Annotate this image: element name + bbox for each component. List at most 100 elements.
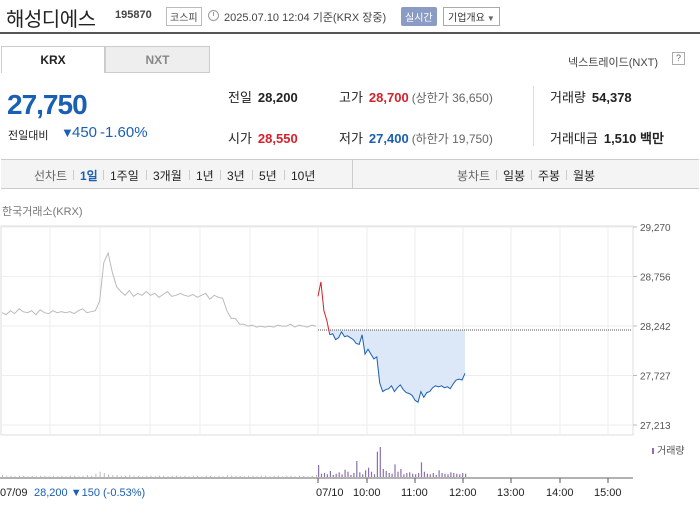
volume-bar bbox=[218, 475, 220, 477]
volume-bar bbox=[403, 474, 405, 477]
volume-bar bbox=[459, 474, 461, 477]
volume-bar bbox=[303, 475, 305, 477]
nxt-link[interactable]: 넥스트레이드(NXT) bbox=[568, 57, 659, 69]
quote-divider bbox=[533, 86, 534, 146]
volume-bar bbox=[273, 475, 275, 477]
volume-bar bbox=[35, 476, 37, 477]
volume-bar bbox=[311, 475, 313, 477]
exchange-label: 한국거래소(KRX) bbox=[2, 206, 83, 218]
price-chart[interactable]: 29,270 28,756 28,242 27,727 27,213 거래량 10:00… bbox=[0, 215, 700, 515]
volume-bar bbox=[154, 476, 156, 477]
volume-bar bbox=[57, 476, 59, 477]
volume-bar bbox=[159, 475, 160, 477]
volume-legend-swatch bbox=[652, 448, 654, 454]
period-separator bbox=[220, 170, 221, 180]
volume-bar bbox=[415, 474, 417, 477]
down-arrow-icon: ▼ bbox=[61, 125, 74, 140]
today-line-down bbox=[329, 330, 466, 403]
volume-bar bbox=[269, 476, 271, 477]
volume-bar bbox=[163, 475, 165, 477]
x-axis: 10:00 11:00 12:00 13:00 14:00 15:00 bbox=[0, 477, 633, 499]
candle-weekly[interactable]: 주봉 bbox=[538, 169, 561, 183]
x-tick-label: 10:00 bbox=[353, 487, 381, 499]
quote-volume: 거래량 54,378 bbox=[550, 87, 632, 106]
today-below-ref-area bbox=[329, 330, 465, 403]
period-3y[interactable]: 3년 bbox=[227, 169, 245, 183]
quote-high: 고가 28,700 (상한가 36,650) bbox=[339, 87, 493, 106]
volume-bar bbox=[379, 447, 381, 477]
volume-bar bbox=[116, 475, 118, 477]
x-tick-label: 14:00 bbox=[546, 487, 574, 499]
volume-bar bbox=[52, 475, 54, 477]
period-1y[interactable]: 1년 bbox=[196, 169, 214, 183]
volume-bar bbox=[99, 471, 101, 477]
volume-bar bbox=[444, 473, 446, 477]
period-separator bbox=[496, 170, 497, 180]
volume-bar bbox=[423, 471, 425, 477]
period-separator bbox=[103, 170, 104, 180]
volume-bar bbox=[180, 476, 182, 477]
period-separator bbox=[73, 170, 74, 180]
stock-name: 해성디에스 bbox=[6, 7, 96, 31]
stock-code: 195870 bbox=[115, 9, 152, 21]
prev-day-label: 07/09 bbox=[0, 487, 28, 499]
period-1w[interactable]: 1주일 bbox=[110, 169, 139, 183]
volume-bar bbox=[400, 469, 402, 477]
tab-nxt[interactable]: NXT bbox=[105, 46, 210, 73]
volume-bars bbox=[2, 447, 467, 477]
volume-bar bbox=[188, 476, 190, 477]
quote-low: 저가 27,400 (하한가 19,750) bbox=[339, 128, 493, 147]
volume-bar bbox=[347, 471, 349, 477]
period-5y[interactable]: 5년 bbox=[259, 169, 277, 183]
stock-header: 해성디에스 195870 코스피 2025.07.10 12:04 기준(KRX… bbox=[0, 0, 700, 34]
change-value: 450 bbox=[72, 124, 98, 141]
volume-bar bbox=[353, 473, 355, 477]
update-time: 2025.07.10 12:04 기준(KRX 장중) bbox=[224, 12, 387, 24]
volume-bar bbox=[176, 475, 177, 477]
company-info-button[interactable]: 기업개요 ▼ bbox=[443, 7, 500, 26]
chevron-down-icon: ▼ bbox=[486, 14, 495, 23]
volume-bar bbox=[243, 476, 245, 477]
volume-bar bbox=[31, 475, 33, 477]
help-icon[interactable]: ? bbox=[672, 52, 685, 65]
prev-close-label: 전일 bbox=[228, 90, 252, 105]
volume-bar bbox=[326, 474, 328, 477]
volume-bar bbox=[222, 476, 224, 477]
high-value: 28,700 bbox=[368, 90, 409, 105]
volume-bar bbox=[426, 473, 428, 477]
volume-bar bbox=[167, 476, 169, 477]
quote-amount: 거래대금 1,510 백만 bbox=[550, 128, 664, 147]
period-separator bbox=[566, 170, 567, 180]
x-tick-label: 13:00 bbox=[497, 487, 525, 499]
volume-bar bbox=[435, 475, 437, 477]
volume-bar bbox=[103, 473, 105, 477]
market-badge: 코스피 bbox=[166, 7, 202, 26]
period-separator bbox=[284, 170, 285, 180]
volume-bar bbox=[235, 475, 237, 477]
volume-bar bbox=[252, 475, 254, 477]
volume-bar bbox=[394, 464, 396, 477]
x-tick-label: 11:00 bbox=[401, 487, 428, 499]
volume-bar bbox=[359, 472, 361, 477]
candle-daily[interactable]: 일봉 bbox=[503, 169, 526, 183]
candle-monthly[interactable]: 월봉 bbox=[573, 169, 596, 183]
period-1d[interactable]: 1일 bbox=[80, 169, 98, 183]
volume-bar bbox=[108, 474, 110, 477]
y-tick-label: 28,756 bbox=[640, 272, 671, 283]
period-3m[interactable]: 3개월 bbox=[153, 169, 182, 183]
volume-bar bbox=[23, 475, 25, 477]
volume-bar bbox=[209, 475, 211, 477]
tab-krx[interactable]: KRX bbox=[1, 46, 105, 73]
volume-bar bbox=[412, 473, 414, 477]
volume-bar bbox=[465, 473, 467, 477]
volume-bar bbox=[409, 472, 411, 477]
volume-bar bbox=[201, 476, 203, 477]
volume-bar bbox=[19, 475, 20, 477]
volume-value: 54,378 bbox=[591, 90, 632, 105]
volume-bar bbox=[82, 475, 84, 477]
realtime-button[interactable]: 실시간 bbox=[401, 7, 437, 26]
volume-bar bbox=[338, 472, 340, 477]
period-10y[interactable]: 10년 bbox=[291, 169, 316, 183]
volume-bar bbox=[344, 469, 346, 477]
volume-bar bbox=[239, 475, 241, 477]
